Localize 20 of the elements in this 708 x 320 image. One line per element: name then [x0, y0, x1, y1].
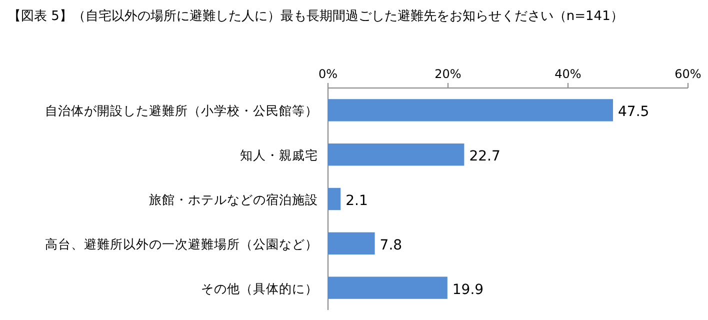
bar [328, 276, 448, 299]
data-label: 19.9 [452, 282, 484, 298]
y-tick-label: 高台、避難所以外の一次避難場所（公園など） [45, 236, 318, 252]
bar [328, 188, 341, 210]
data-label: 7.8 [380, 237, 402, 254]
x-tick-label: 0% [318, 67, 338, 81]
bar [328, 144, 464, 166]
data-label: 47.5 [618, 104, 650, 120]
bar [328, 99, 613, 122]
data-label: 2.1 [346, 193, 368, 209]
y-tick-label: 自治体が開設した避難所（小学校・公民館等） [45, 103, 318, 118]
x-tick-label: 40% [554, 67, 582, 81]
x-tick-label: 60% [674, 67, 702, 81]
y-tick-label: 旅館・ホテルなどの宿泊施設 [149, 192, 318, 207]
bar [328, 232, 375, 254]
chart-title: 【図表 5】（自宅以外の場所に避難した人に）最も長期間過ごした避難先をお知らせください（n=141） [8, 8, 624, 24]
x-tick-label: 20% [434, 67, 462, 81]
y-tick-label: その他（具体的に） [201, 280, 318, 296]
y-tick-label: 知人・親戚宅 [240, 148, 318, 163]
data-label: 22.7 [469, 148, 500, 165]
